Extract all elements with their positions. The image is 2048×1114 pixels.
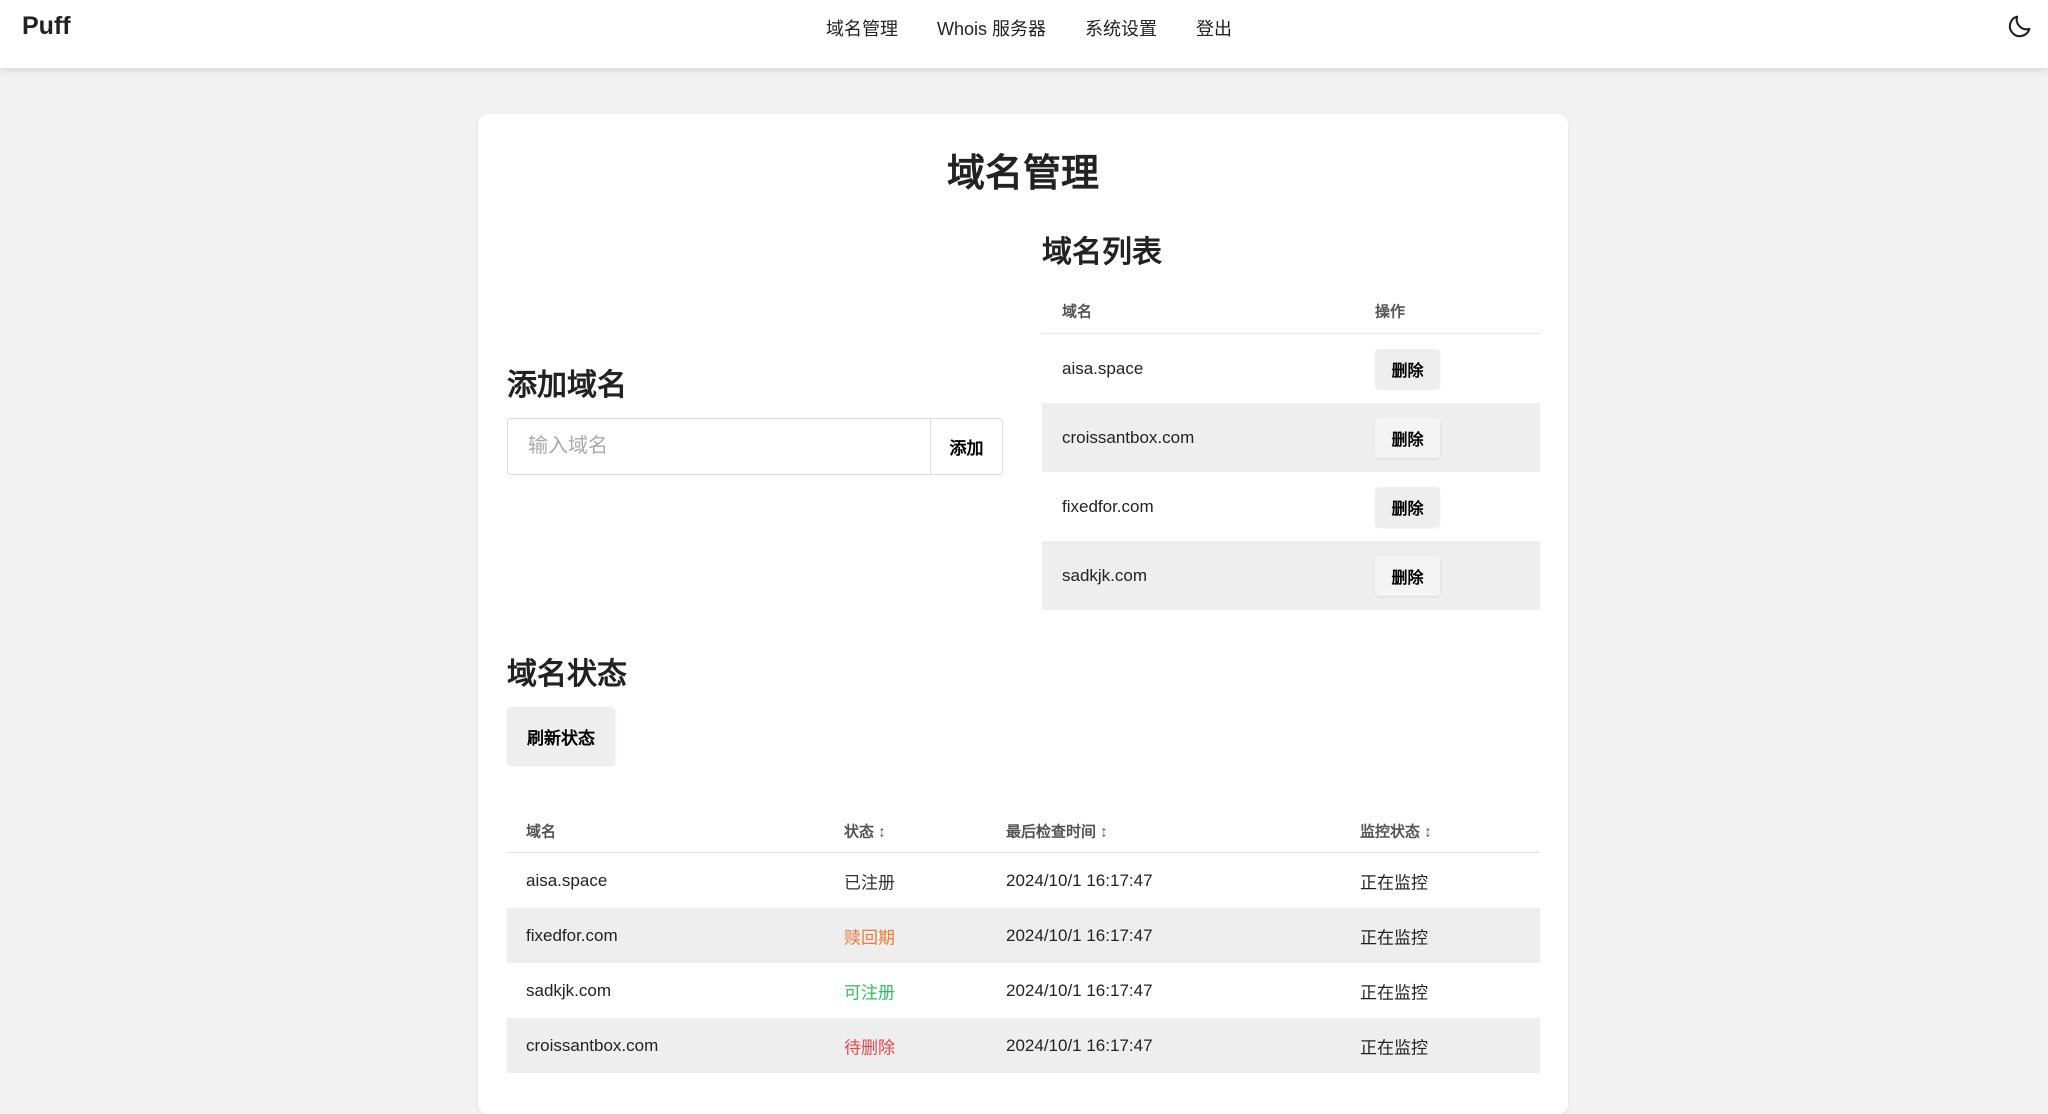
status-badge: 可注册 bbox=[844, 983, 895, 1002]
last-checked-time: 2024/10/1 16:17:47 bbox=[1006, 980, 1153, 1000]
domain-name: croissantbox.com bbox=[1062, 427, 1195, 447]
nav-whois-servers[interactable]: Whois 服务器 bbox=[937, 19, 1047, 39]
domain-name: croissantbox.com bbox=[526, 1035, 659, 1055]
delete-button[interactable]: 删除 bbox=[1375, 486, 1440, 527]
domain-name: aisa.space bbox=[1062, 358, 1144, 378]
status-badge: 赎回期 bbox=[844, 928, 895, 947]
table-row: fixedfor.com 删除 bbox=[1042, 472, 1540, 541]
column-header-last-checked[interactable]: 最后检查时间 ↕ bbox=[1006, 823, 1108, 840]
domain-name: fixedfor.com bbox=[526, 925, 618, 945]
table-row: aisa.space 已注册 2024/10/1 16:17:47 正在监控 bbox=[507, 853, 1540, 908]
domain-name: sadkjk.com bbox=[1062, 565, 1148, 585]
delete-button[interactable]: 删除 bbox=[1375, 417, 1440, 458]
nav-menu: 域名管理 Whois 服务器 系统设置 登出 bbox=[826, 15, 1232, 41]
table-row: croissantbox.com 待删除 2024/10/1 16:17:47 … bbox=[507, 1018, 1540, 1073]
last-checked-time: 2024/10/1 16:17:47 bbox=[1006, 1035, 1153, 1055]
table-row: croissantbox.com 删除 bbox=[1042, 403, 1540, 472]
monitor-status: 正在监控 bbox=[1360, 983, 1428, 1002]
table-header: 域名 状态 ↕ 最后检查时间 ↕ 监控状态 ↕ bbox=[507, 809, 1540, 853]
table-row: fixedfor.com 赎回期 2024/10/1 16:17:47 正在监控 bbox=[507, 908, 1540, 963]
monitor-status: 正在监控 bbox=[1360, 928, 1428, 947]
status-badge: 已注册 bbox=[844, 873, 895, 892]
domain-name: aisa.space bbox=[526, 870, 608, 890]
domain-name: fixedfor.com bbox=[1062, 496, 1154, 516]
top-nav-bar: Puff 域名管理 Whois 服务器 系统设置 登出 bbox=[0, 0, 2048, 68]
column-header-domain: 域名 bbox=[526, 823, 557, 840]
add-button[interactable]: 添加 bbox=[930, 418, 1003, 475]
nav-system-settings[interactable]: 系统设置 bbox=[1085, 19, 1158, 39]
table-row: sadkjk.com 可注册 2024/10/1 16:17:47 正在监控 bbox=[507, 963, 1540, 1018]
delete-button[interactable]: 删除 bbox=[1375, 555, 1440, 596]
domain-list-table: 域名 操作 aisa.space 删除 croissantbox.com 删除 fi… bbox=[1042, 288, 1540, 610]
column-header-monitor-status[interactable]: 监控状态 ↕ bbox=[1360, 823, 1432, 840]
status-badge: 待删除 bbox=[844, 1038, 895, 1057]
nav-logout[interactable]: 登出 bbox=[1196, 19, 1233, 39]
refresh-status-button[interactable]: 刷新状态 bbox=[507, 707, 615, 765]
domain-status-table: 域名 状态 ↕ 最后检查时间 ↕ 监控状态 ↕ aisa.space 已注册 2024/… bbox=[507, 809, 1540, 1073]
table-header: 域名 操作 bbox=[1042, 288, 1540, 334]
moon-icon[interactable] bbox=[2006, 12, 2034, 40]
monitor-status: 正在监控 bbox=[1360, 873, 1428, 892]
add-domain-heading: 添加域名 bbox=[507, 369, 627, 402]
table-row: sadkjk.com 删除 bbox=[1042, 541, 1540, 610]
monitor-status: 正在监控 bbox=[1360, 1038, 1428, 1057]
domain-input[interactable] bbox=[507, 418, 931, 475]
table-row: aisa.space 删除 bbox=[1042, 334, 1540, 403]
last-checked-time: 2024/10/1 16:17:47 bbox=[1006, 925, 1153, 945]
delete-button[interactable]: 删除 bbox=[1375, 348, 1440, 389]
column-header-action: 操作 bbox=[1375, 303, 1406, 320]
logo[interactable]: Puff bbox=[22, 12, 71, 40]
nav-domain-management[interactable]: 域名管理 bbox=[826, 19, 898, 39]
domain-name: sadkjk.com bbox=[526, 980, 612, 1000]
page-title: 域名管理 bbox=[946, 153, 1099, 195]
domain-list-heading: 域名列表 bbox=[1042, 236, 1162, 269]
last-checked-time: 2024/10/1 16:17:47 bbox=[1006, 870, 1153, 890]
main-card: 域名管理 添加域名 添加 域名列表 域名 操作 aisa.space 删除cro… bbox=[478, 114, 1568, 1114]
domain-status-heading: 域名状态 bbox=[507, 658, 627, 691]
column-header-domain: 域名 bbox=[1062, 303, 1093, 320]
column-header-status[interactable]: 状态 ↕ bbox=[844, 823, 886, 840]
